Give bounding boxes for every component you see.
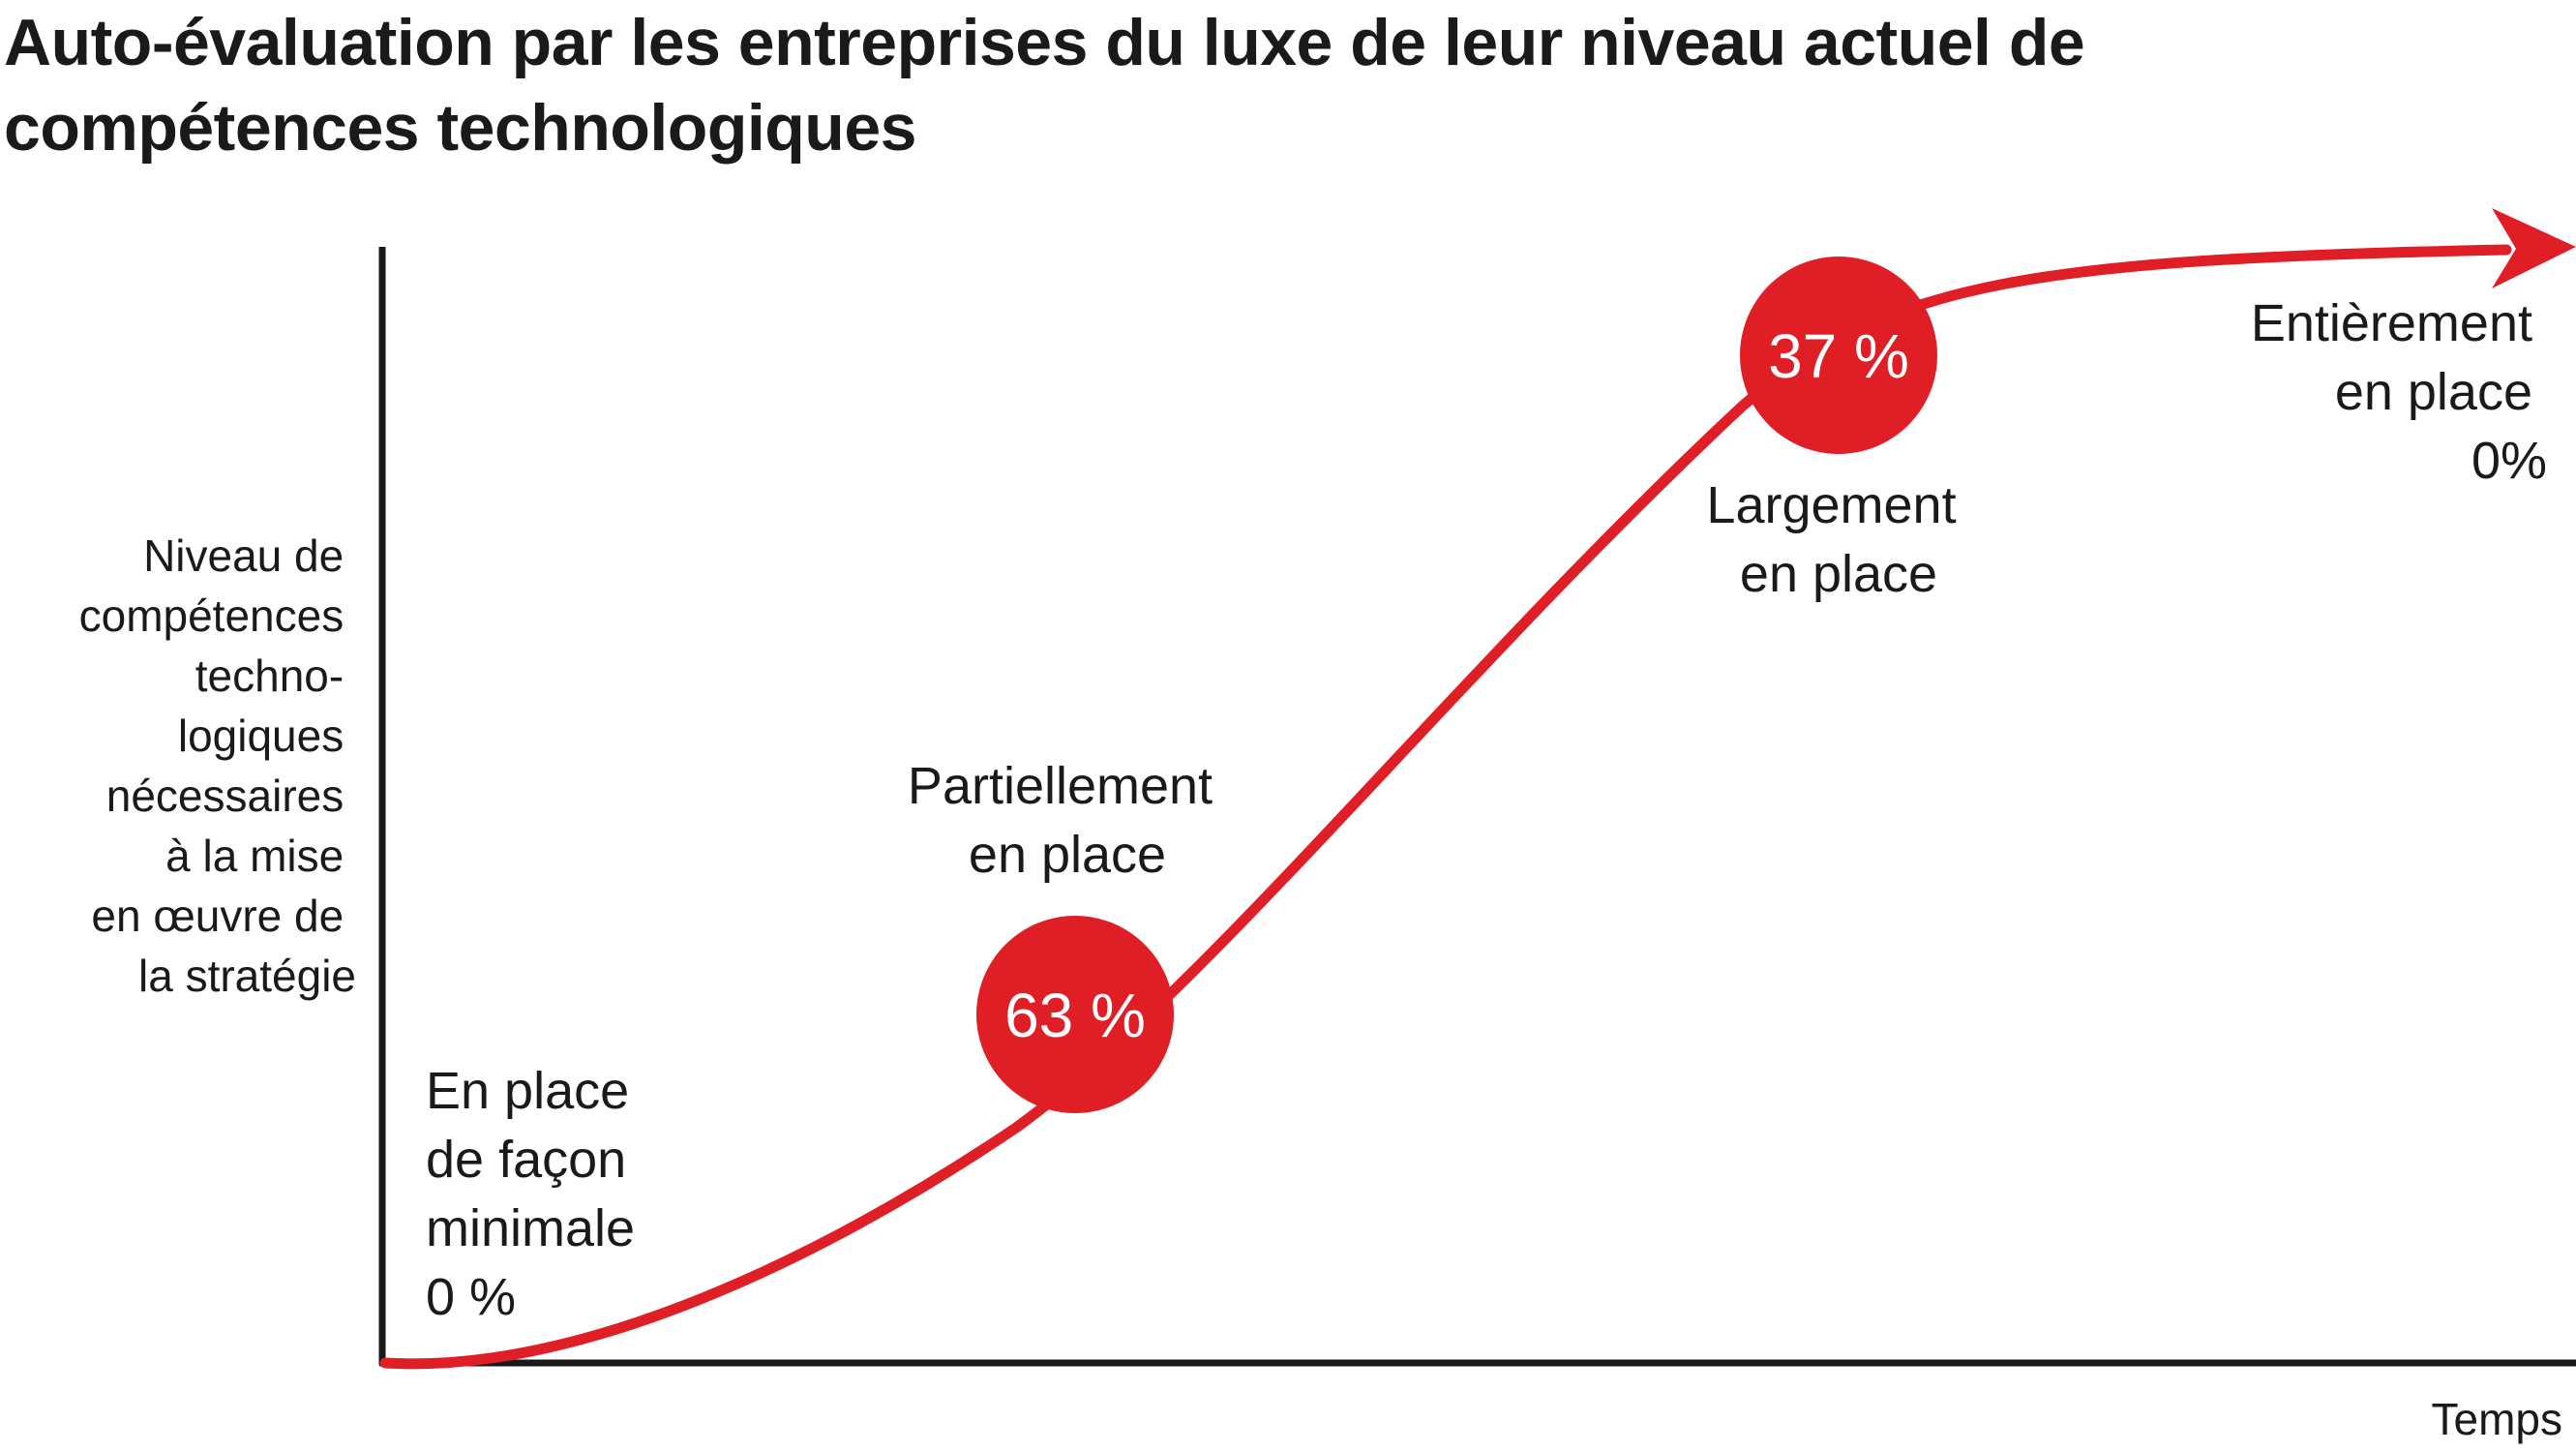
badge-value-partial: 63 % <box>1004 981 1146 1050</box>
y-axis-label-line: logiques <box>178 711 344 761</box>
stage-label-line: 0% <box>2471 432 2547 490</box>
y-axis-label-line: en œuvre de <box>91 891 344 941</box>
y-axis-label-line: techno- <box>195 650 344 701</box>
x-axis-label: Temps <box>2432 1394 2562 1444</box>
stage-label-line: 0 % <box>426 1268 516 1326</box>
badge-partial <box>976 916 1174 1113</box>
stage-label-line: en place <box>2335 363 2532 421</box>
stage-label-line: En place <box>426 1062 629 1120</box>
stage-label-line: Partiellement <box>908 757 1213 815</box>
stage-label-partial: Partiellement en place <box>908 757 1227 884</box>
y-axis-label-line: Niveau de <box>143 530 344 581</box>
y-axis-label-line: la stratégie <box>138 951 356 1001</box>
stage-label-fully: Entièrement en place 0% <box>2251 294 2547 490</box>
chart-title: Auto-évaluation par les entreprises du l… <box>4 6 2085 165</box>
y-axis-label-line: à la mise <box>165 831 344 881</box>
badge-value-largely: 37 % <box>1768 321 1909 391</box>
stage-label-line: minimale <box>426 1199 635 1257</box>
y-axis-label-line: compétences <box>79 590 344 641</box>
stage-label-line: Entièrement <box>2251 294 2532 352</box>
curve-arrowhead <box>2492 208 2576 288</box>
stage-label-line: en place <box>969 826 1166 884</box>
y-axis-label: Niveau de compétences techno- logiques n… <box>79 530 356 1001</box>
badge-largely <box>1740 257 1937 454</box>
stage-label-line: de façon <box>426 1131 626 1189</box>
stage-label-line: Largement <box>1706 476 1956 534</box>
stage-label-largely: Largement en place <box>1706 476 1970 603</box>
y-axis-label-line: nécessaires <box>106 771 344 821</box>
maturity-curve <box>379 244 2512 1370</box>
stage-label-minimal: En place de façon minimale 0 % <box>426 1062 649 1326</box>
stage-label-line: en place <box>1740 545 1937 603</box>
